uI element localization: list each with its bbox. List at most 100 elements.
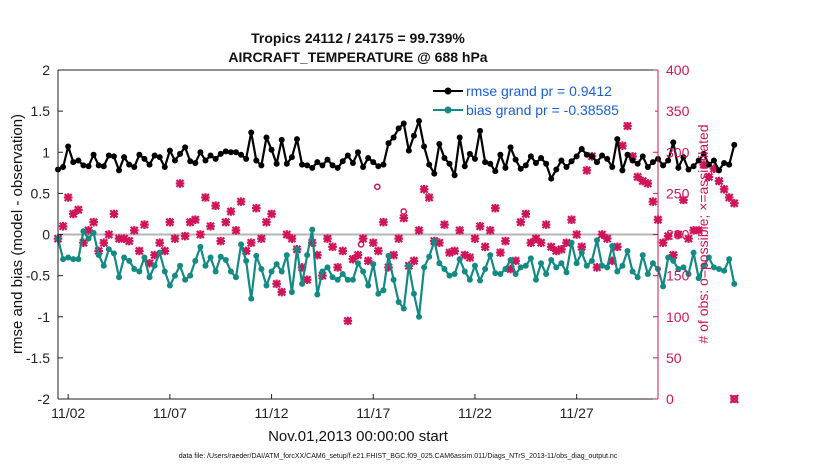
- bias-point: [370, 261, 377, 268]
- rmse-point: [75, 157, 82, 164]
- y-tick-label-left: 0: [42, 227, 50, 243]
- rmse-point: [644, 164, 651, 171]
- assimilated-marker: [129, 226, 139, 235]
- legend-bias-label: bias grand pr = -0.38585: [466, 102, 619, 118]
- rmse-point: [355, 149, 361, 156]
- bias-point: [365, 282, 372, 289]
- assimilated-marker: [328, 242, 337, 252]
- rmse-point: [171, 157, 178, 164]
- assimilated-marker: [170, 234, 180, 243]
- rmse-point: [639, 153, 646, 160]
- bias-series: [55, 226, 738, 320]
- bias-point: [136, 268, 143, 275]
- rmse-point: [573, 153, 580, 160]
- rmse-point: [507, 144, 514, 151]
- rmse-point: [80, 162, 87, 169]
- bias-point: [527, 255, 534, 262]
- rmse-point: [222, 148, 229, 155]
- rmse-point: [278, 136, 285, 143]
- assimilated-marker: [272, 279, 281, 289]
- assimilated-marker: [196, 230, 205, 239]
- rmse-point: [563, 164, 570, 171]
- bias-point: [436, 260, 443, 267]
- bias-point: [451, 270, 458, 277]
- rmse-point: [527, 153, 534, 160]
- rmse-point: [466, 150, 473, 157]
- rmse-point: [716, 167, 723, 174]
- bias-point: [522, 262, 529, 269]
- bias-point: [166, 282, 173, 289]
- assimilated-marker: [262, 217, 271, 227]
- rmse-point: [121, 154, 128, 161]
- legend: rmse grand pr = 0.9412 bias grand pr = -…: [429, 82, 655, 122]
- assimilated-marker: [140, 220, 149, 229]
- bias-point: [466, 276, 473, 283]
- y-tick-label-left: 1.5: [31, 103, 51, 119]
- bias-point: [202, 262, 209, 269]
- bias-point: [116, 274, 123, 281]
- bias-point: [126, 257, 133, 264]
- assimilated-marker: [450, 246, 459, 256]
- y-tick-label-right: 0: [666, 391, 674, 407]
- possible-count-markers: [357, 183, 739, 404]
- rmse-point: [670, 139, 677, 146]
- rmse-point: [517, 165, 524, 172]
- assimilated-marker: [414, 226, 424, 235]
- assimilated-marker: [267, 209, 276, 219]
- assimilated-marker: [648, 197, 658, 206]
- y-axis-label-right: # of obs: o=possible; ×=assimilated: [695, 124, 711, 343]
- rmse-point: [232, 149, 239, 156]
- rmse-point: [599, 152, 606, 159]
- bias-point: [568, 239, 575, 246]
- rmse-point: [710, 157, 717, 164]
- y-tick-label-left: 1: [42, 144, 50, 160]
- rmse-point: [110, 153, 117, 160]
- rmse-point: [248, 129, 255, 136]
- assimilated-marker: [623, 121, 632, 131]
- bias-point: [405, 262, 412, 269]
- assimilated-marker: [74, 205, 83, 215]
- bias-point: [639, 252, 646, 259]
- bias-point: [507, 256, 514, 263]
- rmse-point: [497, 151, 504, 158]
- rmse-point: [416, 117, 423, 124]
- assimilated-marker: [521, 209, 531, 219]
- possible-marker: [373, 183, 381, 191]
- rmse-point: [161, 164, 168, 171]
- bias-point: [156, 249, 163, 256]
- rmse-point: [604, 155, 611, 162]
- bias-point: [207, 254, 214, 261]
- assimilated-marker: [190, 215, 200, 224]
- data-file-footnote: data file: /Users/raeder/DAI/ATM_forcXX/…: [179, 453, 618, 460]
- assimilated-marker: [257, 234, 266, 243]
- rmse-point: [187, 158, 194, 165]
- rmse-point: [227, 149, 234, 156]
- rmse-point: [166, 147, 173, 154]
- assimilated-marker: [557, 245, 566, 254]
- bias-point: [614, 268, 621, 275]
- rmse-point: [700, 150, 707, 157]
- bias-point: [680, 264, 687, 271]
- assimilated-marker: [567, 215, 576, 224]
- rmse-point: [588, 153, 595, 160]
- rmse-point: [136, 151, 143, 158]
- rmse-point: [726, 161, 733, 168]
- rmse-point: [238, 151, 245, 158]
- rmse-point: [70, 159, 77, 166]
- rmse-series: [55, 117, 738, 182]
- y-tick-label-left: -0.5: [26, 268, 50, 284]
- rmse-point: [446, 160, 453, 167]
- bias-point: [131, 266, 138, 273]
- bias-point: [182, 276, 189, 283]
- bias-point: [192, 257, 199, 264]
- rmse-point: [344, 152, 351, 159]
- right-ticks: 0 50 100 150 200 250 300 350 400: [653, 62, 690, 407]
- bias-point: [726, 256, 733, 263]
- assimilated-marker: [516, 217, 526, 227]
- rmse-point: [685, 166, 692, 173]
- assimilated-marker: [485, 226, 495, 235]
- assimilated-marker: [572, 230, 581, 239]
- assimilated-marker: [613, 242, 622, 252]
- rmse-point: [268, 146, 275, 153]
- rmse-point: [426, 161, 433, 168]
